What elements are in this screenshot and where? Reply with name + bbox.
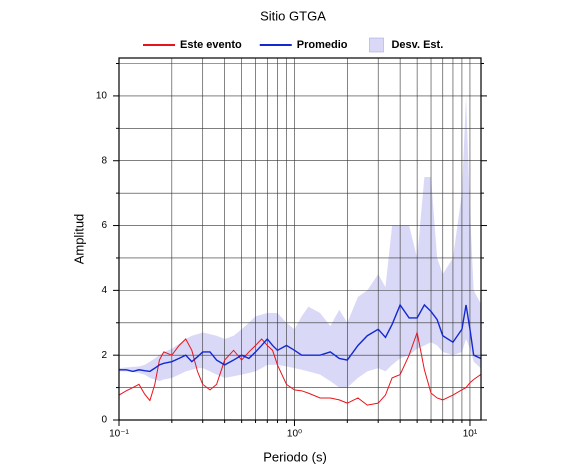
x-tick-label: 10⁻¹: [109, 429, 129, 440]
legend-label: Promedio: [297, 39, 348, 51]
series-line: [118, 330, 481, 406]
y-tick-label: 10: [96, 91, 108, 102]
x-tick-label: 10⁰: [287, 429, 302, 440]
y-tick-label: 8: [101, 155, 107, 166]
plot-frame: [118, 57, 482, 421]
series-line: [119, 303, 481, 373]
y-tick-label: 4: [101, 285, 107, 296]
legend-label: Desv. Est.: [391, 39, 443, 51]
x-tick-label: 10¹: [463, 429, 478, 440]
legend-label: Este evento: [180, 39, 242, 51]
std-band: [119, 95, 481, 388]
y-axis-label: Amplitud: [71, 214, 86, 265]
y-tick-label: 0: [101, 415, 107, 426]
y-tick-label: 6: [101, 220, 107, 231]
chart-title: Sitio GTGA: [260, 8, 326, 23]
x-axis-label: Periodo (s): [263, 449, 327, 464]
legend-swatch: [369, 37, 384, 53]
y-tick-label: 2: [101, 350, 107, 361]
